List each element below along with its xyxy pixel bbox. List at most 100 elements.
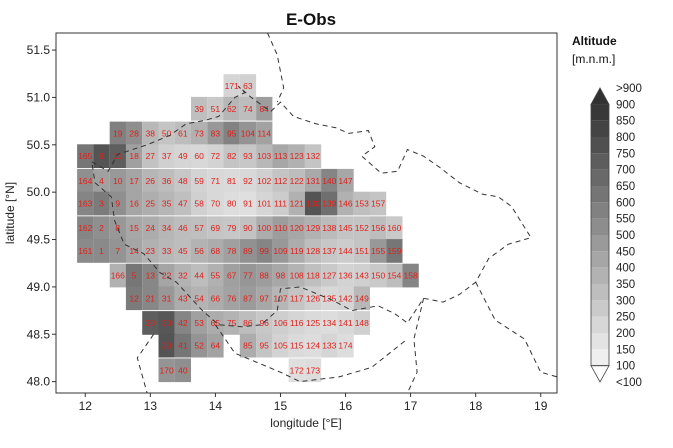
grid-cell bbox=[353, 263, 370, 288]
grid-cell bbox=[304, 216, 322, 240]
grid-cell bbox=[272, 286, 289, 311]
grid-cell bbox=[158, 311, 175, 335]
grid-cell bbox=[142, 168, 159, 193]
cell-label: 88 bbox=[259, 271, 269, 281]
grid-cell bbox=[125, 286, 143, 311]
cell-label: 9 bbox=[115, 199, 120, 209]
cell-label: 84 bbox=[259, 104, 269, 114]
grid-cell bbox=[142, 191, 159, 216]
grid-cell bbox=[158, 358, 175, 383]
grid-cell bbox=[207, 191, 224, 216]
grid-cell bbox=[191, 191, 208, 216]
cell-label: 100 bbox=[257, 223, 271, 233]
grid-cell bbox=[125, 168, 143, 193]
cell-label: 147 bbox=[338, 176, 352, 186]
cell-label: 48 bbox=[178, 176, 188, 186]
y-tick-label: 51.5 bbox=[27, 43, 51, 57]
grid-cell bbox=[337, 191, 354, 216]
grid-cell bbox=[321, 333, 338, 358]
cell-label: 98 bbox=[276, 271, 286, 281]
grid-cell bbox=[142, 311, 159, 335]
legend-swatch bbox=[591, 333, 609, 350]
cell-label: 155 bbox=[371, 246, 385, 256]
grid-cell bbox=[125, 263, 143, 288]
cell-label: 13 bbox=[146, 271, 156, 281]
grid-cell bbox=[353, 286, 370, 311]
legend-swatch bbox=[591, 251, 609, 268]
grid-cell bbox=[239, 311, 257, 335]
cell-label: 58 bbox=[194, 199, 204, 209]
grid-cell bbox=[321, 239, 338, 263]
grid-cell bbox=[223, 96, 240, 121]
grid-cell bbox=[353, 216, 370, 240]
grid-cell bbox=[174, 191, 191, 216]
grid-cell bbox=[191, 286, 208, 311]
cell-label: 30 bbox=[162, 318, 172, 328]
grid-cell bbox=[304, 168, 322, 193]
grid-cell bbox=[304, 333, 322, 358]
grid-cell bbox=[272, 333, 289, 358]
grid-cell bbox=[125, 191, 143, 216]
cell-label: 113 bbox=[274, 151, 288, 161]
cell-label: 120 bbox=[290, 223, 304, 233]
cell-label: 50 bbox=[162, 128, 172, 138]
legend-title: Altitude bbox=[572, 34, 617, 48]
grid-cell bbox=[272, 263, 289, 288]
grid-cell bbox=[272, 239, 289, 263]
cell-label: 76 bbox=[227, 293, 237, 303]
cell-label: 82 bbox=[227, 151, 237, 161]
legend-swatch bbox=[590, 365, 610, 383]
grid-cell bbox=[239, 144, 257, 168]
legend-swatch bbox=[591, 137, 609, 154]
grid-cell bbox=[109, 168, 126, 193]
legend-tick-label: 150 bbox=[616, 344, 635, 356]
cell-label: 114 bbox=[257, 128, 271, 138]
grid-cell bbox=[109, 263, 126, 288]
border-line bbox=[406, 298, 425, 394]
cell-label: 111 bbox=[274, 199, 287, 209]
legend-tick-label: 500 bbox=[616, 230, 635, 242]
y-tick-label: 49.0 bbox=[27, 280, 51, 294]
cell-label: 87 bbox=[243, 293, 253, 303]
grid-cell bbox=[353, 191, 370, 216]
grid-cell bbox=[288, 358, 305, 383]
grid-cell bbox=[239, 286, 257, 311]
cell-label: 20 bbox=[146, 318, 156, 328]
cell-label: 12 bbox=[129, 293, 139, 303]
grid-cell bbox=[109, 239, 126, 263]
legend-tick-label: 700 bbox=[616, 165, 635, 177]
cell-label: 11 bbox=[113, 151, 122, 161]
grid-cell bbox=[191, 121, 208, 146]
cell-label: 99 bbox=[259, 246, 269, 256]
x-tick-label: 14 bbox=[209, 399, 223, 413]
legend-tick-label: 300 bbox=[616, 295, 635, 307]
y-axis-ticks: 48.0 48.5 49.0 49.5 50.0 50.5 51.0 51.5 bbox=[27, 43, 56, 389]
cell-label: 18 bbox=[129, 151, 139, 161]
grid-cell bbox=[288, 239, 305, 263]
grid-cell bbox=[125, 216, 143, 240]
grid-cell bbox=[288, 168, 305, 193]
grid-cell bbox=[321, 263, 338, 288]
x-tick-label: 12 bbox=[79, 399, 93, 413]
grid-cell bbox=[337, 286, 354, 311]
grid-cell bbox=[256, 311, 273, 335]
cell-label: 27 bbox=[146, 151, 156, 161]
grid-cell bbox=[77, 191, 94, 216]
x-tick-label: 18 bbox=[469, 399, 483, 413]
grid-cell bbox=[109, 121, 126, 146]
legend-swatch bbox=[591, 267, 609, 284]
grid-cell bbox=[223, 191, 240, 216]
cell-label: 150 bbox=[371, 271, 385, 281]
grid-cell bbox=[191, 239, 208, 263]
grid-cell bbox=[223, 144, 240, 168]
plot-frame bbox=[55, 32, 558, 394]
cell-label: 107 bbox=[273, 293, 287, 303]
legend-swatch bbox=[591, 284, 609, 301]
grid-cell bbox=[223, 74, 240, 98]
grid-cell bbox=[191, 144, 208, 168]
cell-label: 165 bbox=[78, 151, 92, 161]
grid-cell bbox=[288, 191, 305, 216]
cell-label: 103 bbox=[257, 151, 271, 161]
legend-tick-label: 250 bbox=[616, 312, 635, 324]
